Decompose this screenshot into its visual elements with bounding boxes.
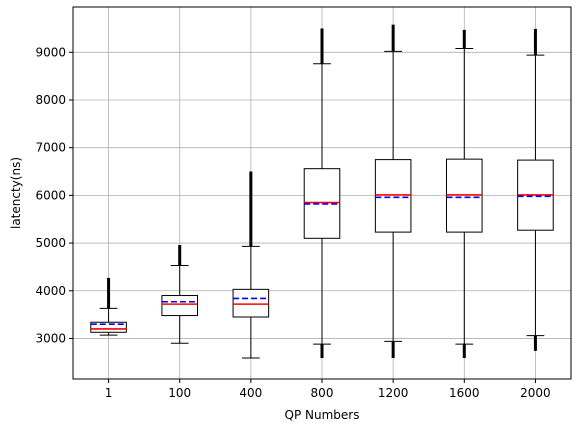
y-tick-label: 3000 xyxy=(35,331,66,345)
box-group xyxy=(374,24,412,359)
iqr-box xyxy=(232,288,270,318)
box-group xyxy=(232,171,270,359)
y-axis-ticks: 3000 4000 5000 6000 7000 8000 9000 xyxy=(35,45,73,345)
y-tick-label: 6000 xyxy=(35,188,66,202)
x-tick-label: 1 xyxy=(105,386,113,400)
x-tick-label: 1200 xyxy=(378,386,409,400)
box-group xyxy=(446,29,483,359)
box-group xyxy=(303,28,341,359)
x-tick-label: 400 xyxy=(239,386,262,400)
x-tick-label: 1600 xyxy=(449,386,480,400)
x-tick-label: 100 xyxy=(168,386,191,400)
x-tick-label: 800 xyxy=(311,386,334,400)
y-tick-label: 7000 xyxy=(35,141,66,155)
y-tick-label: 9000 xyxy=(35,45,66,59)
y-tick-label: 8000 xyxy=(35,93,66,107)
iqr-box xyxy=(161,295,199,317)
y-axis-label: latencty(ns) xyxy=(9,157,23,229)
y-tick-label: 4000 xyxy=(35,284,66,298)
iqr-box xyxy=(90,321,127,333)
box-group xyxy=(90,277,127,336)
x-axis-ticks: 1 100 400 800 1200 1600 2000 xyxy=(105,379,551,400)
y-tick-label: 5000 xyxy=(35,236,66,250)
x-tick-label: 2000 xyxy=(520,386,551,400)
x-axis-label: QP Numbers xyxy=(285,408,360,422)
box-series xyxy=(90,24,554,359)
box-group xyxy=(161,244,199,344)
iqr-box xyxy=(374,159,412,233)
box-group xyxy=(517,28,554,351)
